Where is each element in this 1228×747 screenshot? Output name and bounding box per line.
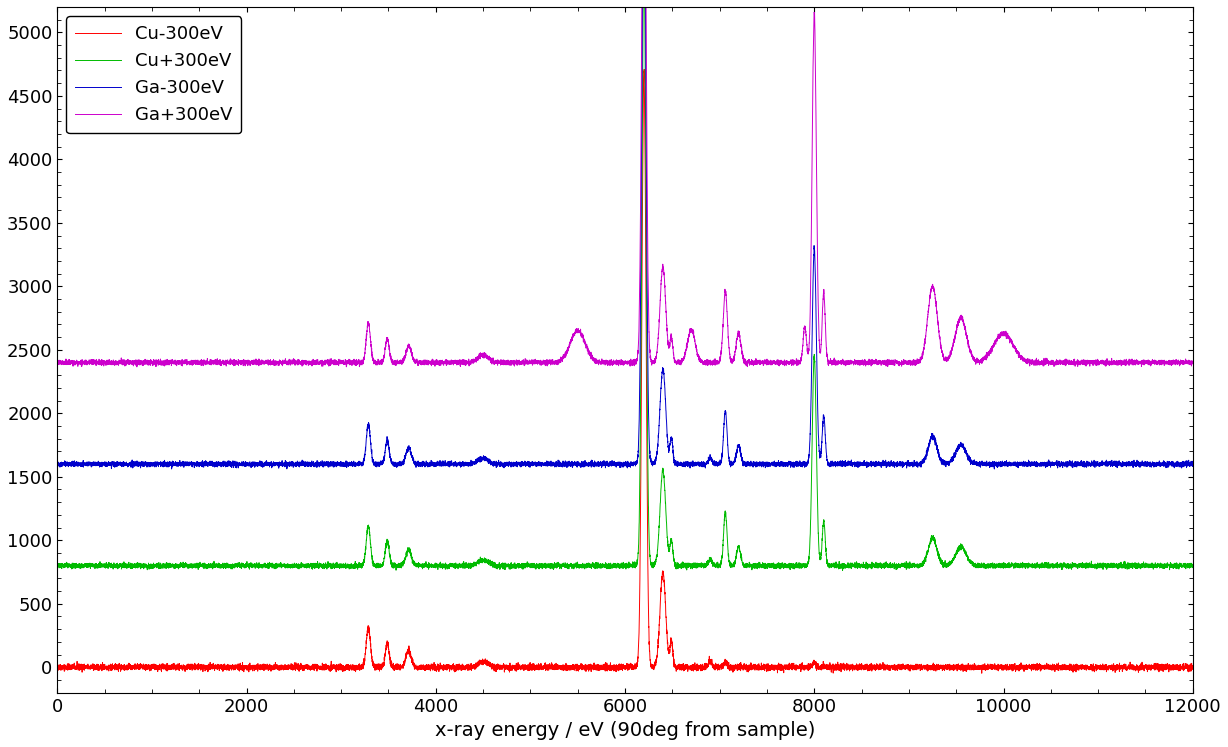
Ga+300eV [129,362,144,371]
Cu+300eV [1105,561,1120,570]
Cu-300eV [974,669,989,678]
Cu+300eV [55,560,70,568]
Cu-300eV [1185,661,1200,670]
Cu-300eV [50,662,65,671]
Ga-300eV [696,459,711,468]
Ga-300eV [72,459,87,468]
X-axis label: x-ray energy / eV (90deg from sample): x-ray energy / eV (90deg from sample) [435,721,815,740]
Line: Cu-300eV: Cu-300eV [58,69,1192,673]
Cu-300eV [266,662,281,671]
Ga+300eV [1105,358,1120,367]
Ga+300eV [1185,358,1200,367]
Cu+300eV [696,562,711,571]
Ga+300eV [1168,357,1183,366]
Line: Ga-300eV: Ga-300eV [58,0,1192,469]
Cu-300eV [1168,662,1183,671]
Ga+300eV [55,359,70,368]
Ga-300eV [266,458,281,467]
Line: Cu+300eV: Cu+300eV [58,0,1192,571]
Cu+300eV [835,566,850,575]
Legend: Cu-300eV, Cu+300eV, Ga-300eV, Ga+300eV: Cu-300eV, Cu+300eV, Ga-300eV, Ga+300eV [66,16,242,133]
Cu+300eV [50,560,65,569]
Ga+300eV [268,358,282,367]
Ga-300eV [1168,459,1183,468]
Cu-300eV [696,661,711,670]
Cu+300eV [1185,562,1200,571]
Cu+300eV [72,560,87,568]
Ga-300eV [55,460,70,469]
Ga-300eV [50,459,65,468]
Ga-300eV [987,465,1002,474]
Cu-300eV [55,663,70,672]
Ga+300eV [50,358,65,367]
Ga-300eV [1185,459,1200,468]
Ga+300eV [696,359,711,368]
Ga-300eV [1105,461,1120,470]
Cu+300eV [1168,561,1183,570]
Ga+300eV [72,359,87,368]
Cu-300eV [72,663,87,672]
Cu-300eV [1105,663,1120,672]
Cu-300eV [637,65,652,74]
Line: Ga+300eV: Ga+300eV [58,0,1192,367]
Cu+300eV [266,561,281,570]
